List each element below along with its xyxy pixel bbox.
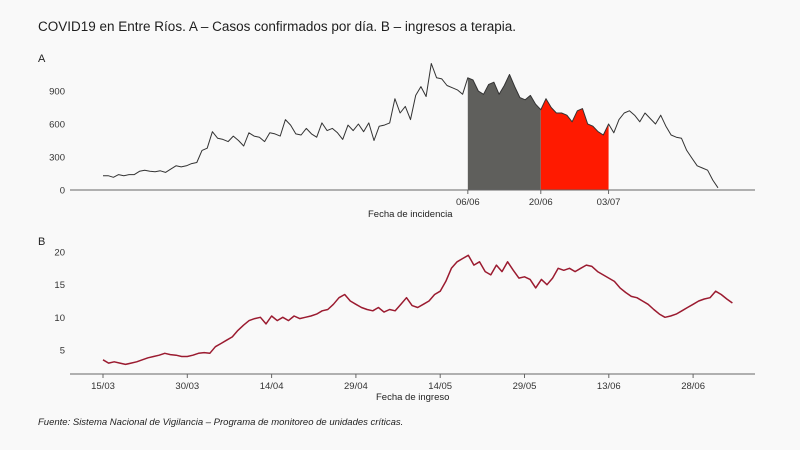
panel-a-y-tick-label: 300 bbox=[49, 153, 65, 164]
panel-a-y-tick-label: 600 bbox=[49, 120, 65, 131]
panel-a-xlabel: Fecha de incidencia bbox=[368, 209, 453, 220]
panel-b-x-tick-label: 29/05 bbox=[513, 381, 537, 392]
panel-b-y-tick-label: 5 bbox=[60, 346, 65, 357]
panel-b-x-tick-label: 14/05 bbox=[428, 381, 452, 392]
panel-b-x-tick-label: 13/06 bbox=[597, 381, 621, 392]
panel-b-x-tick-label: 30/03 bbox=[175, 381, 199, 392]
panel-a-y-tick-label: 900 bbox=[49, 87, 65, 98]
panel-b-series-line bbox=[102, 254, 733, 366]
panel-a-x-tick-label: 20/06 bbox=[529, 197, 553, 208]
panel-b-x-tick-label: 14/04 bbox=[260, 381, 284, 392]
panel-a-label: A bbox=[38, 53, 46, 65]
panel-a-y-tick-label: 0 bbox=[60, 186, 65, 197]
panel-b-y-tick-label: 20 bbox=[54, 248, 65, 259]
panel-b-y-tick-label: 15 bbox=[54, 280, 65, 291]
panel-b-y-tick-label: 10 bbox=[54, 313, 65, 324]
panel-b-label: B bbox=[38, 236, 46, 248]
shaded-region-red bbox=[540, 98, 609, 190]
panel-b-xlabel: Fecha de ingreso bbox=[376, 392, 450, 403]
source-note: Fuente: Sistema Nacional de Vigilancia –… bbox=[38, 417, 404, 428]
panel-a-x-tick-label: 06/06 bbox=[456, 197, 480, 208]
panel-b-x-tick-label: 15/03 bbox=[91, 381, 115, 392]
chart-title: COVID19 en Entre Ríos. A – Casos confirm… bbox=[38, 19, 516, 34]
panel-b-x-tick-label: 29/04 bbox=[344, 381, 368, 392]
panel-a-series-line bbox=[103, 63, 719, 189]
panel-a-x-tick-label: 03/07 bbox=[597, 197, 621, 208]
shaded-region-gray bbox=[467, 74, 541, 190]
panel-b-x-tick-label: 28/06 bbox=[681, 381, 705, 392]
